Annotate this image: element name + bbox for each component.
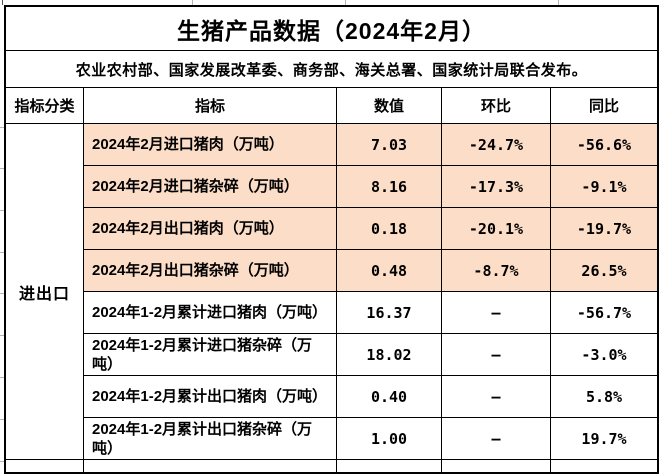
- gridline-stub-left-4: [0, 252, 4, 253]
- yoy-cell: -56.6%: [551, 124, 657, 165]
- partial-row-cell: [6, 460, 83, 472]
- gridline-stub-top-3: [558, 0, 559, 5]
- yoy-cell: -56.7%: [551, 292, 657, 333]
- gridline-stub-left-8: [0, 419, 4, 420]
- indicator-cell: 2024年2月出口猪杂碎（万吨）: [84, 250, 336, 291]
- category-cell: 进出口: [6, 124, 83, 459]
- column-header-yoy: 同比: [551, 88, 657, 123]
- value-cell: 8.16: [337, 166, 441, 207]
- value-cell: 16.37: [337, 292, 441, 333]
- gridline-stub-top-left: [2, 0, 3, 5]
- gridline-stub-left-5: [0, 293, 4, 294]
- gridline-stub-left-9: [0, 461, 4, 462]
- indicator-cell: 2024年2月出口猪肉（万吨）: [84, 208, 336, 249]
- value-cell: 0.40: [337, 376, 441, 417]
- mom-cell: -8.7%: [442, 250, 550, 291]
- partial-row-cell: [337, 460, 441, 472]
- publisher-subtitle: 农业农村部、国家发展改革委、商务部、海关总署、国家统计局联合发布。: [6, 51, 657, 87]
- indicator-cell: 2024年1-2月累计进口猪杂碎（万吨）: [84, 334, 336, 375]
- indicator-cell: 2024年2月进口猪杂碎（万吨）: [84, 166, 336, 207]
- column-header-mom: 环比: [442, 88, 550, 123]
- value-cell: 0.48: [337, 250, 441, 291]
- value-cell: 18.02: [337, 334, 441, 375]
- column-header-category: 指标分类: [6, 88, 83, 123]
- mom-cell: -20.1%: [442, 208, 550, 249]
- yoy-cell: 26.5%: [551, 250, 657, 291]
- indicator-cell: 2024年1-2月累计出口猪杂碎（万吨）: [84, 418, 336, 459]
- gridline-stub-left-1: [0, 127, 4, 128]
- yoy-cell: -3.0%: [551, 334, 657, 375]
- pig-product-data-table: 生猪产品数据（2024年2月） 农业农村部、国家发展改革委、商务部、海关总署、国…: [4, 5, 659, 474]
- yoy-cell: 5.8%: [551, 376, 657, 417]
- gridline-stub-top-2: [345, 0, 346, 5]
- value-cell: 7.03: [337, 124, 441, 165]
- yoy-cell: -9.1%: [551, 166, 657, 207]
- gridline-stub-left-6: [0, 335, 4, 336]
- gridline-stub-left-7: [0, 377, 4, 378]
- value-cell: 1.00: [337, 418, 441, 459]
- value-cell: 0.18: [337, 208, 441, 249]
- mom-cell: -17.3%: [442, 166, 550, 207]
- mom-cell: -24.7%: [442, 124, 550, 165]
- indicator-cell: 2024年1-2月累计出口猪肉（万吨）: [84, 376, 336, 417]
- mom-cell: —: [442, 292, 550, 333]
- column-header-value: 数值: [337, 88, 441, 123]
- gridline-stub-top-1: [192, 0, 193, 5]
- gridline-stub-left-2: [0, 168, 4, 169]
- yoy-cell: 19.7%: [551, 418, 657, 459]
- indicator-cell: 2024年2月进口猪肉（万吨）: [84, 124, 336, 165]
- mom-cell: —: [442, 418, 550, 459]
- yoy-cell: -19.7%: [551, 208, 657, 249]
- page-title: 生猪产品数据（2024年2月）: [6, 7, 657, 50]
- indicator-cell: 2024年1-2月累计进口猪肉（万吨）: [84, 292, 336, 333]
- partial-row-cell: [442, 460, 550, 472]
- partial-row-cell: [84, 460, 336, 472]
- partial-row-cell: [551, 460, 657, 472]
- column-header-indicator: 指标: [84, 88, 336, 123]
- mom-cell: —: [442, 376, 550, 417]
- gridline-stub-left-3: [0, 210, 4, 211]
- mom-cell: —: [442, 334, 550, 375]
